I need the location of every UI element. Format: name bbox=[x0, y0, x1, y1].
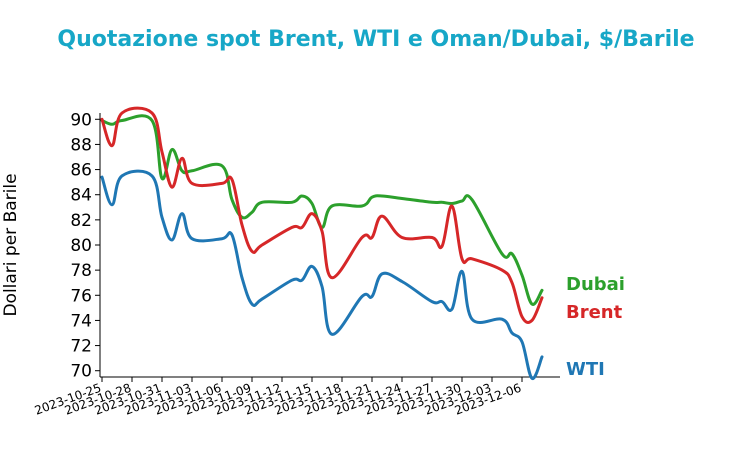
y-tick-label: 88 bbox=[70, 135, 92, 155]
y-tick-label: 70 bbox=[70, 362, 92, 382]
y-tick-label: 90 bbox=[70, 110, 92, 130]
y-tick-label: 82 bbox=[70, 211, 92, 231]
plot-area: 70727476788082848688902023-10-252023-10-… bbox=[33, 106, 625, 418]
y-tick-label: 76 bbox=[70, 286, 92, 306]
series-label-dubai: Dubai bbox=[566, 274, 625, 295]
y-axis-label: Dollari per Barile bbox=[1, 173, 21, 316]
y-tick-label: 80 bbox=[70, 236, 92, 256]
y-tick-label: 84 bbox=[70, 186, 92, 206]
y-tick-label: 78 bbox=[70, 261, 92, 281]
chart-title: Quotazione spot Brent, WTI e Oman/Dubai,… bbox=[57, 27, 694, 52]
y-tick-label: 74 bbox=[70, 311, 92, 331]
series-label-brent: Brent bbox=[566, 302, 623, 323]
series-label-wti: WTI bbox=[566, 359, 605, 380]
y-tick-label: 72 bbox=[70, 337, 92, 357]
series-line-dubai bbox=[100, 114, 544, 306]
series-line-wti bbox=[100, 169, 544, 380]
series-line-brent bbox=[100, 106, 544, 324]
y-tick-label: 86 bbox=[70, 161, 92, 181]
